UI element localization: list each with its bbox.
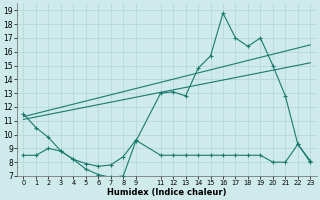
X-axis label: Humidex (Indice chaleur): Humidex (Indice chaleur) — [107, 188, 227, 197]
